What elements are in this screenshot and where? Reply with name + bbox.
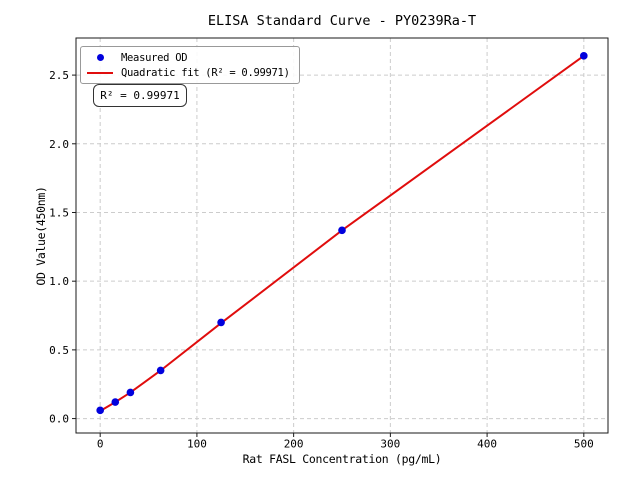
x-tick-label: 100 <box>187 438 207 451</box>
y-axis-label: OD Value(450nm) <box>34 186 48 286</box>
legend-item-measured-od: Measured OD <box>87 50 290 65</box>
plot-border <box>75 37 609 434</box>
x-tick-label: 200 <box>284 438 304 451</box>
legend-label-measured-od: Measured OD <box>121 51 188 64</box>
x-axis-label: Rat FASL Concentration (pg/mL) <box>242 452 442 466</box>
y-tick-label: 1.0 <box>49 275 69 288</box>
legend: Measured OD Quadratic fit (R² = 0.99971) <box>80 46 300 84</box>
x-tick-label: 0 <box>97 438 104 451</box>
x-tick-label: 300 <box>380 438 400 451</box>
y-tick-label: 0.5 <box>49 344 69 357</box>
data-point <box>126 388 135 397</box>
x-tick-label: 500 <box>574 438 594 451</box>
x-tick-label: 400 <box>477 438 497 451</box>
data-point <box>217 318 225 327</box>
data-point <box>156 366 165 375</box>
data-point <box>338 226 346 235</box>
y-tick-label: 2.0 <box>49 138 69 151</box>
legend-label-quadratic-fit: Quadratic fit (R² = 0.99971) <box>121 66 290 79</box>
scatter-point-icon <box>87 54 113 61</box>
data-point <box>96 406 104 415</box>
y-tick-label: 2.5 <box>49 69 69 82</box>
data-point <box>111 398 120 406</box>
y-tick-label: 0.0 <box>49 413 69 426</box>
y-tick-label: 1.5 <box>49 206 69 219</box>
legend-item-quadratic-fit: Quadratic fit (R² = 0.99971) <box>87 65 290 80</box>
chart-title: ELISA Standard Curve - PY0239Ra-T <box>207 13 477 29</box>
fit-line-icon <box>87 72 113 74</box>
data-point <box>580 52 588 60</box>
r-squared-annotation: R² = 0.99971 <box>93 84 187 107</box>
